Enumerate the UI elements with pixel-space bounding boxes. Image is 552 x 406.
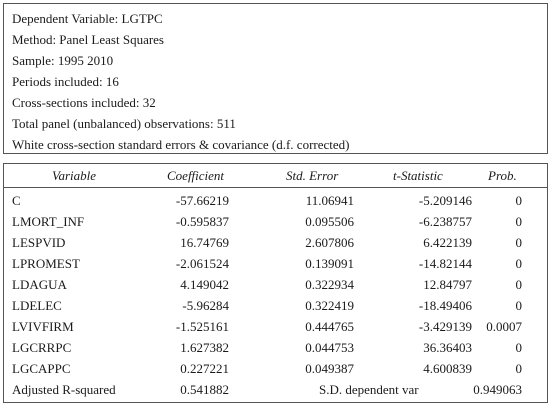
variable-cell: LVIVFIRM [12,319,74,334]
prob-cell: 0 [515,298,523,313]
column-header-prob: Prob. [488,168,517,183]
prob-cell: 0 [515,214,523,229]
table-row: LGCAPPC 0.227221 0.049387 4.600839 0 [4,358,547,379]
variable-cell: LGCRRPC [12,340,72,355]
t-statistic-cell: 4.600839 [423,361,472,376]
coefficient-cell: 0.227221 [180,361,229,376]
t-statistic-cell: -6.238757 [418,214,472,229]
std-error-cell: 0.049387 [305,361,354,376]
summary-row: Adjusted R-squared 0.541882 S.D. depende… [4,379,547,400]
std-error-cell: 2.607806 [305,235,354,250]
column-header-variable: Variable [52,168,97,183]
t-statistic-cell: 6.422139 [423,235,472,250]
variable-cell: LGCAPPC [12,361,71,376]
table-row: LGCRRPC 1.627382 0.044753 36.36403 0 [4,337,547,358]
column-header-std-error: Std. Error [286,168,339,183]
t-statistic-cell: -14.82144 [418,256,472,271]
adjusted-r-squared-value: 0.541882 [180,382,229,397]
column-header-t-statistic: t-Statistic [393,168,443,183]
cross-sections-line: Cross-sections included: 32 [12,95,156,110]
t-statistic-cell: -18.49406 [418,298,472,313]
t-statistic-cell: 36.36403 [423,340,472,355]
std-error-cell: 11.06941 [305,193,354,208]
table-row: LPROMEST -2.061524 0.139091 -14.82144 0 [4,253,547,274]
table-row: LVIVFIRM -1.525161 0.444765 -3.429139 0.… [4,316,547,337]
standard-errors-note-line: White cross-section standard errors & co… [12,137,350,152]
std-error-cell: 0.095506 [305,214,354,229]
t-statistic-cell: -3.429139 [418,319,472,334]
std-error-cell: 0.044753 [305,340,354,355]
column-header-coefficient: Coefficient [167,168,225,183]
periods-line: Periods included: 16 [12,74,119,89]
t-statistic-cell: 12.84797 [423,277,472,292]
coefficient-cell: -5.96284 [182,298,229,313]
prob-cell: 0 [515,340,523,355]
regression-header-box: Dependent Variable: LGTPC Method: Panel … [3,3,548,154]
prob-cell: 0 [515,256,523,271]
std-error-cell: 0.444765 [305,319,354,334]
sd-dependent-var-value: 0.949063 [473,382,522,397]
prob-cell: 0.0007 [486,319,522,334]
coefficient-cell: 4.149042 [180,277,229,292]
coefficient-table: Variable Coefficient Std. Error t-Statis… [3,163,548,403]
sample-line: Sample: 1995 2010 [12,53,114,68]
variable-cell: LPROMEST [12,256,80,271]
method-line: Method: Panel Least Squares [12,32,164,47]
prob-cell: 0 [515,193,523,208]
table-row: C -57.66219 11.06941 -5.209146 0 [4,190,547,211]
dependent-variable-line: Dependent Variable: LGTPC [12,11,163,26]
coefficient-cell: 16.74769 [180,235,229,250]
adjusted-r-squared-label: Adjusted R-squared [12,382,116,397]
variable-cell: LMORT_INF [12,214,85,229]
coefficient-cell: -1.525161 [175,319,229,334]
sd-dependent-var-label: S.D. dependent var [319,382,419,397]
variable-cell: LESPVID [12,235,66,250]
coefficient-cell: -0.595837 [175,214,229,229]
std-error-cell: 0.322419 [305,298,354,313]
prob-cell: 0 [515,277,523,292]
prob-cell: 0 [515,361,523,376]
std-error-cell: 0.322934 [305,277,354,292]
variable-cell: LDELEC [12,298,62,313]
variable-cell: LDAGUA [12,277,67,292]
t-statistic-cell: -5.209146 [418,193,472,208]
table-row: LDAGUA 4.149042 0.322934 12.84797 0 [4,274,547,295]
coefficient-cell: 1.627382 [180,340,229,355]
table-row: LMORT_INF -0.595837 0.095506 -6.238757 0 [4,211,547,232]
observations-line: Total panel (unbalanced) observations: 5… [12,116,236,131]
column-header-divider [4,187,547,188]
variable-cell: C [12,193,21,208]
prob-cell: 0 [515,235,523,250]
table-row: LDELEC -5.96284 0.322419 -18.49406 0 [4,295,547,316]
coefficient-cell: -2.061524 [175,256,229,271]
std-error-cell: 0.139091 [305,256,354,271]
table-row: LESPVID 16.74769 2.607806 6.422139 0 [4,232,547,253]
coefficient-cell: -57.66219 [175,193,229,208]
